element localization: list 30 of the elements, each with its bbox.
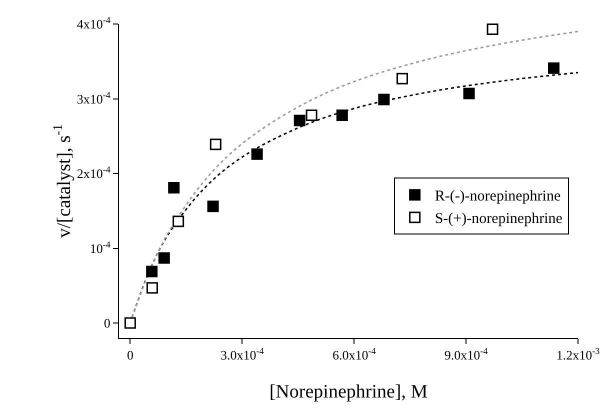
point [336,109,348,121]
point [158,252,170,264]
x-tick-label: 0 [126,348,134,363]
legend-label: S-(+)-norepinephrine [434,211,563,228]
x-tick-label: 3.0x10$^{-4}$ [220,346,264,363]
point [463,88,475,100]
point [124,317,136,329]
point [396,72,408,84]
legend-label: R-(-)-norepinephrine [434,188,561,205]
y-tick-label: 2x10$^{-4}$ [76,164,111,182]
point [251,148,263,160]
point [172,216,184,228]
point [210,138,222,150]
point [207,200,219,212]
y-tick-label: 4x10$^{-4}$ [76,15,111,32]
point [486,23,498,35]
point [306,109,318,121]
x-tick-label: 6.0x10$^{-4}$ [332,346,376,363]
point [548,62,560,74]
point [294,114,306,126]
y-tick-label: 10$^{-4}$ [90,239,111,256]
x-axis-title: [Norepinephrine], M [269,381,428,402]
x-tick-label: 9.0x10$^{-4}$ [444,346,488,363]
y-tick-label: 0 [104,316,110,331]
y-tick-label: 3x10$^{-4}$ [76,90,111,106]
point [168,182,180,194]
x-tick-label: 1.2x10$^{-3}$ [556,346,600,363]
point [146,282,158,294]
point [378,94,390,106]
point [146,266,158,278]
